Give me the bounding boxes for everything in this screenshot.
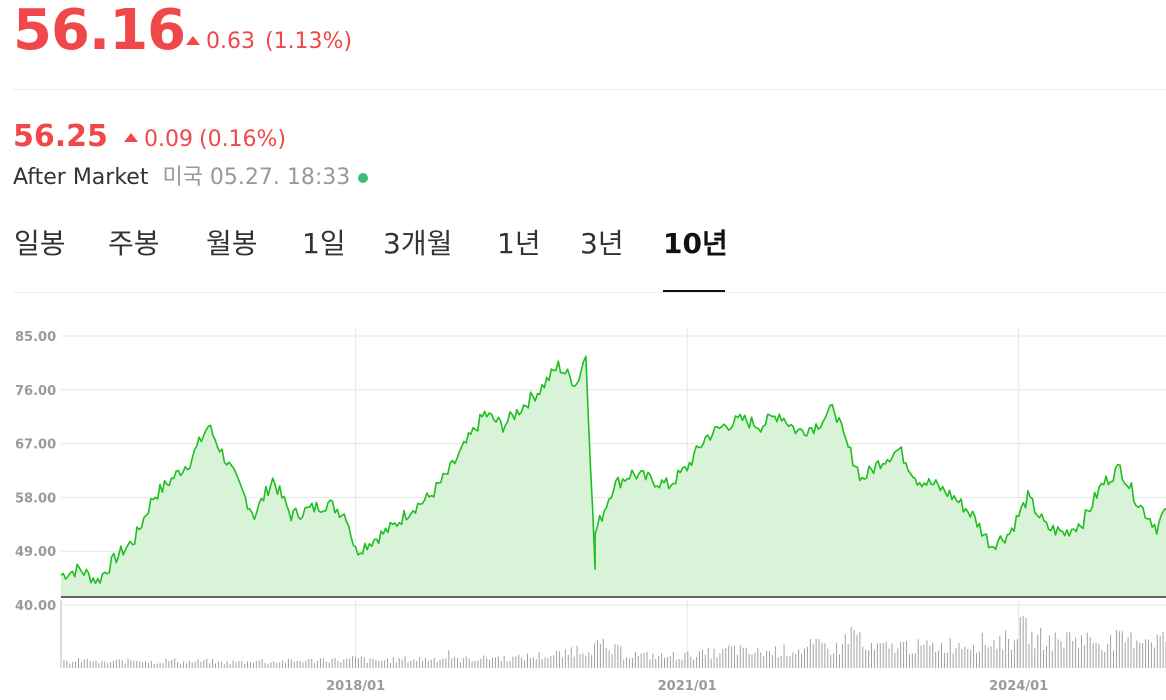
price-area — [61, 356, 1166, 597]
y-tick-label: 85.00 — [15, 330, 56, 345]
x-tick-label: 2018/01 — [326, 679, 385, 694]
after-market-change-value: 0.09 — [144, 127, 193, 152]
after-market-change: 0.09 (0.16%) — [124, 126, 286, 154]
divider — [13, 292, 1166, 293]
after-market-price: 56.25 — [13, 119, 108, 154]
price-change: 0.63 (1.13%) — [186, 28, 352, 56]
tab-3years[interactable]: 3년 — [580, 227, 624, 260]
after-market-info: After Market 미국 05.27. 18:33 — [13, 164, 369, 192]
y-tick-label: 58.00 — [15, 491, 56, 506]
up-triangle-icon — [124, 132, 138, 142]
price-change-percent: (1.13%) — [264, 29, 353, 54]
tab-daily[interactable]: 일봉 — [14, 227, 66, 260]
y-tick-label: 40.00 — [15, 599, 56, 614]
y-tick-label: 49.00 — [15, 545, 56, 560]
x-tick-label: 2021/01 — [658, 679, 717, 694]
x-tick-label: 2024/01 — [989, 679, 1048, 694]
after-market-change-percent: (0.16%) — [198, 127, 287, 152]
price-change-value: 0.63 — [186, 28, 255, 56]
active-tab-indicator — [663, 290, 725, 292]
up-triangle-icon — [186, 36, 200, 45]
tab-1day[interactable]: 1일 — [302, 227, 346, 260]
tab-monthly[interactable]: 월봉 — [206, 227, 258, 260]
y-tick-label: 67.00 — [15, 438, 56, 453]
tab-3months[interactable]: 3개월 — [383, 227, 453, 260]
divider — [13, 89, 1166, 90]
price-chart[interactable]: 40.00 49.00 58.00 67.00 76.00 85.00 2018/01 202… — [0, 300, 1166, 700]
after-market-label: After Market — [13, 165, 149, 190]
period-tabs: 일봉 주봉 월봉 1일 3개월 1년 3년 10년 — [0, 212, 1166, 293]
tab-10years[interactable]: 10년 — [663, 227, 728, 260]
after-market-timestamp: 미국 05.27. 18:33 — [162, 165, 351, 190]
y-tick-label: 76.00 — [15, 384, 56, 399]
tab-1year[interactable]: 1년 — [497, 227, 541, 260]
live-indicator-icon — [358, 173, 369, 183]
tab-weekly[interactable]: 주봉 — [108, 227, 160, 260]
price-line — [60, 355, 1166, 585]
current-price: 56.16 — [13, 0, 186, 63]
